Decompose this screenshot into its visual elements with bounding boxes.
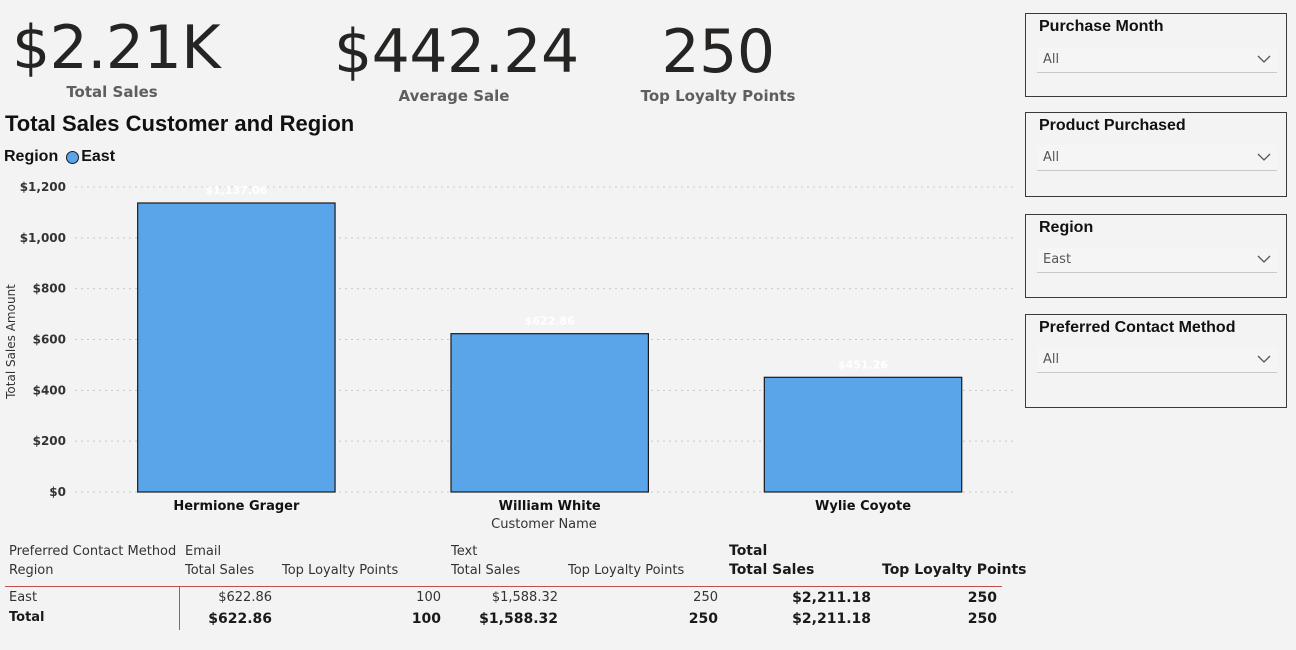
slicer-purchase-month: Purchase Month All bbox=[1025, 13, 1287, 97]
chart-legend: Region East bbox=[4, 148, 115, 166]
chevron-down-icon bbox=[1257, 255, 1271, 263]
legend-title: Region bbox=[4, 148, 59, 165]
matrix-group-header[interactable]: Total bbox=[729, 543, 768, 559]
matrix-column-header[interactable]: Top Loyalty Points bbox=[568, 563, 685, 578]
matrix-header-divider bbox=[5, 586, 1002, 587]
kpi-total-sales-label: Total Sales bbox=[66, 83, 158, 101]
kpi-total-sales-value: $2.21K bbox=[12, 13, 221, 83]
y-tick-label: $1,000 bbox=[20, 231, 66, 245]
chevron-down-icon bbox=[1257, 153, 1271, 161]
dropdown-value: All bbox=[1043, 150, 1060, 165]
dropdown-value: All bbox=[1043, 352, 1060, 367]
kpi-average-sale-value: $442.24 bbox=[334, 17, 579, 87]
matrix-column-header[interactable]: Total Sales bbox=[451, 563, 521, 578]
dropdown-value: East bbox=[1043, 252, 1072, 267]
y-tick-label: $600 bbox=[33, 333, 66, 347]
slicer-title: Purchase Month bbox=[1039, 18, 1164, 35]
matrix-cell: 250 bbox=[967, 611, 997, 627]
matrix-cell: 100 bbox=[411, 611, 441, 627]
matrix-row-header: Preferred Contact Method bbox=[9, 544, 177, 559]
data-label: $1,137.06 bbox=[205, 184, 267, 197]
matrix-cell: $1,588.32 bbox=[479, 611, 558, 627]
matrix-cell: 250 bbox=[688, 611, 718, 627]
region-dropdown[interactable]: East bbox=[1037, 247, 1277, 273]
slicer-region: Region East bbox=[1025, 214, 1287, 298]
product-purchased-dropdown[interactable]: All bbox=[1037, 145, 1277, 171]
y-tick-label: $200 bbox=[33, 434, 66, 448]
slicer-title: Preferred Contact Method bbox=[1039, 319, 1236, 336]
matrix-cell: $622.86 bbox=[218, 590, 272, 605]
y-tick-label: $400 bbox=[33, 383, 66, 397]
matrix-group-header[interactable]: Text bbox=[451, 544, 478, 559]
matrix-cell: 250 bbox=[693, 590, 718, 605]
matrix-cell: 250 bbox=[967, 590, 997, 606]
chevron-down-icon bbox=[1257, 55, 1271, 63]
matrix-column-header[interactable]: Top Loyalty Points bbox=[282, 563, 399, 578]
y-tick-label: $0 bbox=[49, 485, 66, 499]
slicer-product-purchased: Product Purchased All bbox=[1025, 112, 1287, 197]
bar-wylie-coyote bbox=[763, 376, 963, 493]
matrix-column-header[interactable]: Total Sales bbox=[185, 563, 255, 578]
matrix-row-label[interactable]: East bbox=[9, 590, 38, 605]
slicer-preferred-contact-method: Preferred Contact Method All bbox=[1025, 314, 1287, 408]
matrix-column-header[interactable]: Top Loyalty Points bbox=[882, 562, 1027, 578]
bar-chart: $0 $200 $400 $600 $800 $1,000 $1,200 Total Sale… bbox=[4, 180, 1015, 532]
kpi-top-loyalty-value: 250 bbox=[661, 17, 775, 87]
x-tick-label: Wylie Coyote bbox=[815, 499, 911, 514]
dropdown-value: All bbox=[1043, 52, 1060, 67]
matrix-group-header[interactable]: Email bbox=[185, 544, 222, 559]
bar-hermione-grager bbox=[137, 202, 336, 493]
y-tick-label: $800 bbox=[33, 282, 66, 296]
matrix-cell: $1,588.32 bbox=[491, 590, 558, 605]
matrix-column-divider bbox=[179, 587, 180, 630]
legend-item-east[interactable]: East bbox=[81, 148, 116, 165]
matrix-cell: $2,211.18 bbox=[792, 590, 871, 606]
matrix-cell: $2,211.18 bbox=[792, 611, 871, 627]
preferred-contact-method-dropdown[interactable]: All bbox=[1037, 347, 1277, 373]
matrix-cell: 100 bbox=[416, 590, 441, 605]
kpi-average-sale-label: Average Sale bbox=[398, 87, 510, 105]
matrix-row-header: Region bbox=[9, 563, 54, 578]
chevron-down-icon bbox=[1257, 355, 1271, 363]
purchase-month-dropdown[interactable]: All bbox=[1037, 47, 1277, 73]
bar-william-white bbox=[450, 333, 649, 493]
data-label: $622.86 bbox=[525, 315, 575, 328]
x-tick-label: Hermione Grager bbox=[173, 499, 300, 514]
x-tick-label: William White bbox=[499, 499, 601, 514]
matrix-row-label: Total bbox=[9, 610, 45, 625]
slicer-title: Product Purchased bbox=[1039, 117, 1186, 134]
y-tick-label: $1,200 bbox=[20, 180, 66, 194]
data-label: $451.26 bbox=[838, 358, 888, 371]
chart-title: Total Sales Customer and Region bbox=[5, 111, 355, 136]
x-axis-title: Customer Name bbox=[491, 517, 597, 532]
matrix-column-header[interactable]: Total Sales bbox=[729, 562, 815, 578]
slicer-title: Region bbox=[1039, 219, 1094, 236]
kpi-top-loyalty-label: Top Loyalty Points bbox=[640, 87, 796, 105]
matrix-cell: $622.86 bbox=[208, 611, 272, 627]
legend-marker bbox=[66, 150, 80, 164]
y-axis-title: Total Sales Amount bbox=[4, 284, 18, 400]
